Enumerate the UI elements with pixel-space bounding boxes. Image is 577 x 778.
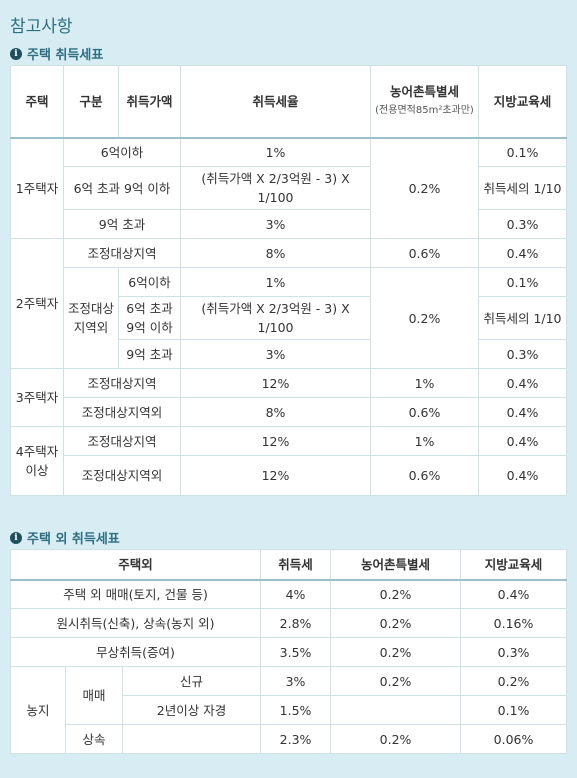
heading-text: 주택 외 취득세표 — [27, 532, 120, 547]
cell: 3% — [180, 339, 371, 369]
cell: 조정대상지역 — [63, 368, 181, 398]
info-icon: i — [10, 47, 22, 60]
cell: 0.3% — [478, 209, 567, 239]
header-row: 주택 구분 취득가액 취득세율 농어촌특별세 (전용면적85m²초과만) 지방교육… — [10, 65, 567, 139]
info-icon: i — [10, 531, 22, 544]
cell: 8% — [180, 397, 371, 427]
housing-table: 주택 구분 취득가액 취득세율 농어촌특별세 (전용면적85m²초과만) 지방교육… — [10, 65, 567, 496]
cell: 12% — [180, 455, 371, 496]
cell — [121, 724, 262, 754]
cell: 3.5% — [260, 637, 332, 667]
cell: 2.8% — [260, 608, 332, 638]
heading-text: 주택 취득세표 — [27, 48, 104, 63]
cell — [330, 695, 462, 725]
cell: 12% — [180, 368, 371, 398]
cell: 0.2% — [330, 724, 462, 754]
non-housing-table: 주택외 취득세 농어촌특별세 지방교육세 주택 외 매매(토지, 건물 등) 4% 0.2… — [9, 549, 568, 754]
cell: 0.2% — [370, 137, 479, 239]
cell: 8% — [180, 238, 371, 268]
cell: 0.1% — [478, 267, 567, 297]
cell: 0.6% — [370, 397, 479, 427]
header-cell: 취득세율 — [180, 65, 371, 139]
cell: 취득세의 1/10 — [478, 166, 567, 210]
header-cell: 구분 — [63, 65, 119, 139]
cell: 0.6% — [370, 455, 479, 496]
header-cell: 취득세 — [260, 549, 332, 581]
cell: 2주택자 — [10, 238, 64, 369]
cell: 3% — [260, 666, 332, 696]
cell: 0.2% — [330, 637, 462, 667]
cell: 신규 — [121, 666, 262, 696]
cell: 0.1% — [460, 695, 568, 725]
cell: 0.4% — [478, 455, 567, 496]
page-title: 참고사항 — [10, 17, 73, 37]
cell: 0.3% — [478, 339, 567, 369]
cell: (취득가액 X 2/3억원 - 3) X 1/100 — [180, 296, 371, 340]
header-cell: 취득가액 — [118, 65, 181, 139]
header-cell: 주택 — [10, 65, 64, 139]
cell: 조정대상지역 — [63, 426, 181, 456]
cell: 주택 외 매매(토지, 건물 등) — [9, 579, 262, 609]
cell: 원시취득(신축), 상속(농지 외) — [9, 608, 262, 638]
cell: 1% — [370, 426, 479, 456]
cell: 9억 초과 — [118, 339, 181, 369]
cell: 0.2% — [460, 666, 568, 696]
cell: 0.16% — [460, 608, 568, 638]
header-cell: 지방교육세 — [460, 549, 568, 581]
cell: 0.4% — [478, 426, 567, 456]
header-note: (전용면적85m²초과만) — [375, 105, 474, 117]
cell: 0.2% — [330, 579, 462, 609]
cell: 조정대상지역외 — [63, 267, 119, 369]
cell: 3% — [180, 209, 371, 239]
header-cell: 지방교육세 — [478, 65, 567, 139]
cell: 9억 초과 — [63, 209, 181, 239]
cell: 1% — [180, 267, 371, 297]
cell: 0.1% — [478, 137, 567, 167]
cell: 조정대상지역 — [63, 238, 181, 268]
header-cell: 농어촌특별세 — [330, 549, 462, 581]
cell: 6억 초과 9억 이하 — [118, 296, 181, 340]
cell: 취득세의 1/10 — [478, 296, 567, 340]
cell: (취득가액 X 2/3억원 - 3) X 1/100 — [180, 166, 371, 210]
cell: 조정대상지역외 — [63, 397, 181, 427]
cell: 1% — [370, 368, 479, 398]
cell: 0.4% — [478, 397, 567, 427]
cell: 1.5% — [260, 695, 332, 725]
cell: 무상취득(증여) — [9, 637, 262, 667]
cell: 2.3% — [260, 724, 332, 754]
cell: 0.6% — [370, 238, 479, 268]
header-cell: 농어촌특별세 (전용면적85m²초과만) — [370, 65, 479, 139]
cell: 2년이상 자경 — [121, 695, 262, 725]
header-cell: 주택외 — [9, 549, 262, 581]
cell: 0.2% — [330, 666, 462, 696]
cell: 0.06% — [460, 724, 568, 754]
section-heading: i 주택 취득세표 — [10, 44, 103, 63]
cell: 6억이하 — [63, 137, 181, 167]
cell: 1% — [180, 137, 371, 167]
cell: 4% — [260, 579, 332, 609]
cell: 상속 — [65, 724, 123, 754]
cell: 0.2% — [370, 267, 479, 369]
cell: 0.2% — [330, 608, 462, 638]
cell: 0.4% — [478, 238, 567, 268]
cell: 0.4% — [460, 579, 568, 609]
cell: 6억이하 — [118, 267, 181, 297]
cell: 조정대상지역외 — [63, 455, 181, 496]
header-text: 농어촌특별세 — [389, 84, 459, 100]
section-heading: i 주택 외 취득세표 — [10, 528, 120, 547]
cell: 3주택자 — [10, 368, 64, 427]
cell: 4주택자 이상 — [10, 426, 64, 496]
cell: 매매 — [65, 666, 123, 725]
cell: 0.3% — [460, 637, 568, 667]
cell: 1주택자 — [10, 137, 64, 239]
cell: 농지 — [10, 666, 66, 754]
cell: 6억 초과 9억 이하 — [63, 166, 181, 210]
cell: 12% — [180, 426, 371, 456]
cell: 0.4% — [478, 368, 567, 398]
